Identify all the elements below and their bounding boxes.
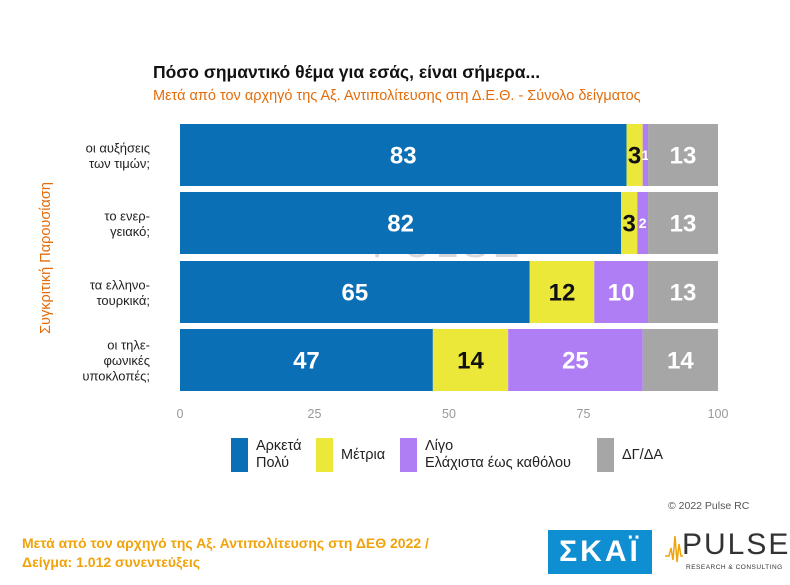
x-tick-label: 25 xyxy=(308,407,322,421)
skai-logo: ΣΚΑΪ xyxy=(548,530,652,574)
pulse-wave-icon xyxy=(665,535,683,563)
bar-segment xyxy=(594,261,649,323)
x-tick-label: 100 xyxy=(708,407,729,421)
legend-item-metria: Μέτρια xyxy=(316,438,385,472)
legend-label: ΔΓ/ΔΑ xyxy=(622,446,664,463)
skai-logo-text: ΣΚΑΪ xyxy=(559,535,641,568)
category-label: τουρκικά; xyxy=(96,293,150,308)
category-label: οι αυξήσεις xyxy=(86,140,150,155)
legend-label: Λίγο Ελάχιστα έως καθόλου xyxy=(425,438,571,471)
data-label: 83 xyxy=(390,143,417,170)
category-label: υποκλοπές; xyxy=(82,369,150,384)
category-label: οι τηλε- xyxy=(107,338,150,353)
bar-segment xyxy=(180,192,622,254)
data-label: 12 xyxy=(549,280,576,307)
bar-segment xyxy=(180,329,433,391)
data-label: 14 xyxy=(457,348,484,375)
chart-subtitle: Μετά από τον αρχηγό της Αξ. Αντιπολίτευσ… xyxy=(153,88,641,104)
legend-label: Μέτρια xyxy=(341,446,386,463)
category-label: το ενερ- xyxy=(104,208,150,223)
category-label: γειακό; xyxy=(110,224,150,239)
category-label: των τιμών; xyxy=(89,156,150,171)
bar-segment xyxy=(180,124,627,186)
x-tick-label: 50 xyxy=(442,407,456,421)
legend-label: Αρκετά Πολύ xyxy=(256,438,302,471)
chart-title: Πόσο σημαντικό θέμα για εσάς, είναι σήμε… xyxy=(153,62,541,82)
x-tick-label: 0 xyxy=(177,407,184,421)
bar-segment xyxy=(642,329,718,391)
bar-segment xyxy=(648,124,718,186)
data-label: 10 xyxy=(608,280,635,307)
legend-item-ligo: Λίγο Ελάχιστα έως καθόλου xyxy=(400,438,571,472)
bar-segment xyxy=(626,124,643,186)
pulse-logo-text: PULSE xyxy=(682,528,790,561)
pulse-logo-tagline: RESEARCH & CONSULTING xyxy=(686,564,783,571)
footnote: Μετά από τον αρχηγό της Αξ. Αντιπολίτευσ… xyxy=(22,534,429,572)
bar-segment xyxy=(642,124,649,186)
category-label: τα ελληνο- xyxy=(90,277,150,292)
bar-segment xyxy=(508,329,643,391)
data-label: 1 xyxy=(641,147,649,163)
legend-swatch xyxy=(316,438,333,472)
bar-segment xyxy=(648,192,718,254)
footnote-line-1: Μετά από τον αρχηγό της Αξ. Αντιπολίτευσ… xyxy=(22,535,429,551)
bar-segment xyxy=(621,192,638,254)
data-label: 13 xyxy=(670,143,697,170)
data-label: 65 xyxy=(341,280,368,307)
copyright-text: © 2022 Pulse RC xyxy=(668,500,750,512)
data-label: 14 xyxy=(667,348,694,375)
data-label: 82 xyxy=(387,211,414,238)
bar-segment xyxy=(648,261,718,323)
bar-segment xyxy=(529,261,595,323)
data-label: 13 xyxy=(670,280,697,307)
data-label: 3 xyxy=(623,211,636,238)
legend-swatch xyxy=(231,438,248,472)
data-label: 47 xyxy=(293,348,320,375)
category-label: φωνικές xyxy=(103,353,150,368)
bar-segment xyxy=(432,329,509,391)
data-label: 2 xyxy=(639,215,647,231)
data-label: 3 xyxy=(628,143,641,170)
data-label: 25 xyxy=(562,348,589,375)
data-label: 13 xyxy=(670,211,697,238)
legend-item-arketa-poly: Αρκετά Πολύ xyxy=(231,438,302,472)
bar-segment xyxy=(180,261,530,323)
legend-swatch xyxy=(597,438,614,472)
pulse-logo: PULSE RESEARCH & CONSULTING xyxy=(664,528,788,578)
x-tick-label: 75 xyxy=(577,407,591,421)
footnote-line-2: Δείγμα: 1.012 συνεντεύξεις xyxy=(22,554,201,570)
legend-item-dgda: ΔΓ/ΔΑ xyxy=(597,438,663,472)
legend-swatch xyxy=(400,438,417,472)
bar-segment xyxy=(637,192,649,254)
